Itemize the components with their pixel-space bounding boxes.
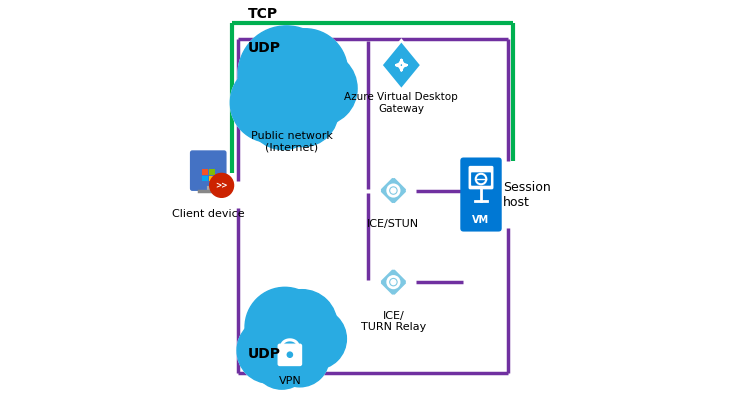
FancyBboxPatch shape	[190, 150, 227, 191]
Circle shape	[237, 318, 302, 383]
Circle shape	[406, 188, 411, 193]
Text: ICE/
TURN Relay: ICE/ TURN Relay	[361, 311, 426, 332]
Circle shape	[230, 63, 310, 142]
Circle shape	[288, 352, 293, 357]
Circle shape	[267, 290, 337, 360]
Text: Azure Virtual Desktop
Gateway: Azure Virtual Desktop Gateway	[345, 92, 458, 114]
Circle shape	[247, 79, 319, 150]
Circle shape	[283, 51, 357, 126]
Circle shape	[238, 26, 335, 123]
Circle shape	[253, 331, 311, 389]
FancyBboxPatch shape	[209, 176, 215, 182]
FancyBboxPatch shape	[469, 166, 493, 189]
Circle shape	[245, 287, 325, 367]
Text: Client device: Client device	[172, 209, 244, 219]
Circle shape	[262, 29, 348, 114]
FancyBboxPatch shape	[202, 176, 208, 182]
Circle shape	[376, 280, 380, 284]
Circle shape	[210, 173, 233, 197]
Circle shape	[285, 308, 346, 369]
Polygon shape	[378, 175, 409, 206]
Text: ICE/STUN: ICE/STUN	[367, 219, 420, 229]
Circle shape	[391, 265, 395, 269]
FancyBboxPatch shape	[202, 169, 208, 175]
Circle shape	[238, 26, 335, 123]
Text: VM: VM	[473, 215, 490, 225]
Text: UDP: UDP	[248, 346, 281, 360]
FancyBboxPatch shape	[471, 172, 491, 186]
Circle shape	[391, 204, 395, 208]
Polygon shape	[381, 41, 421, 90]
Text: TCP: TCP	[248, 7, 278, 21]
Text: VPN: VPN	[279, 376, 301, 386]
Circle shape	[270, 328, 329, 387]
FancyBboxPatch shape	[278, 344, 302, 365]
Text: UDP: UDP	[248, 41, 281, 55]
Circle shape	[245, 287, 325, 367]
FancyBboxPatch shape	[209, 169, 215, 175]
Circle shape	[391, 295, 395, 300]
Circle shape	[406, 280, 411, 284]
Circle shape	[283, 51, 357, 126]
Polygon shape	[378, 267, 409, 298]
Circle shape	[391, 173, 395, 178]
Circle shape	[391, 279, 396, 285]
Circle shape	[237, 318, 302, 383]
Circle shape	[230, 63, 310, 142]
Circle shape	[391, 188, 396, 193]
Text: >>: >>	[215, 181, 228, 190]
Circle shape	[285, 308, 346, 369]
Circle shape	[253, 331, 311, 389]
Circle shape	[262, 29, 348, 114]
Text: Session
host: Session host	[503, 180, 551, 209]
Circle shape	[270, 328, 329, 387]
FancyBboxPatch shape	[461, 158, 502, 231]
Circle shape	[267, 76, 338, 147]
Circle shape	[267, 76, 338, 147]
Circle shape	[247, 79, 319, 150]
Circle shape	[376, 188, 380, 193]
Circle shape	[267, 290, 337, 360]
Text: Public network
(Internet): Public network (Internet)	[251, 131, 333, 152]
